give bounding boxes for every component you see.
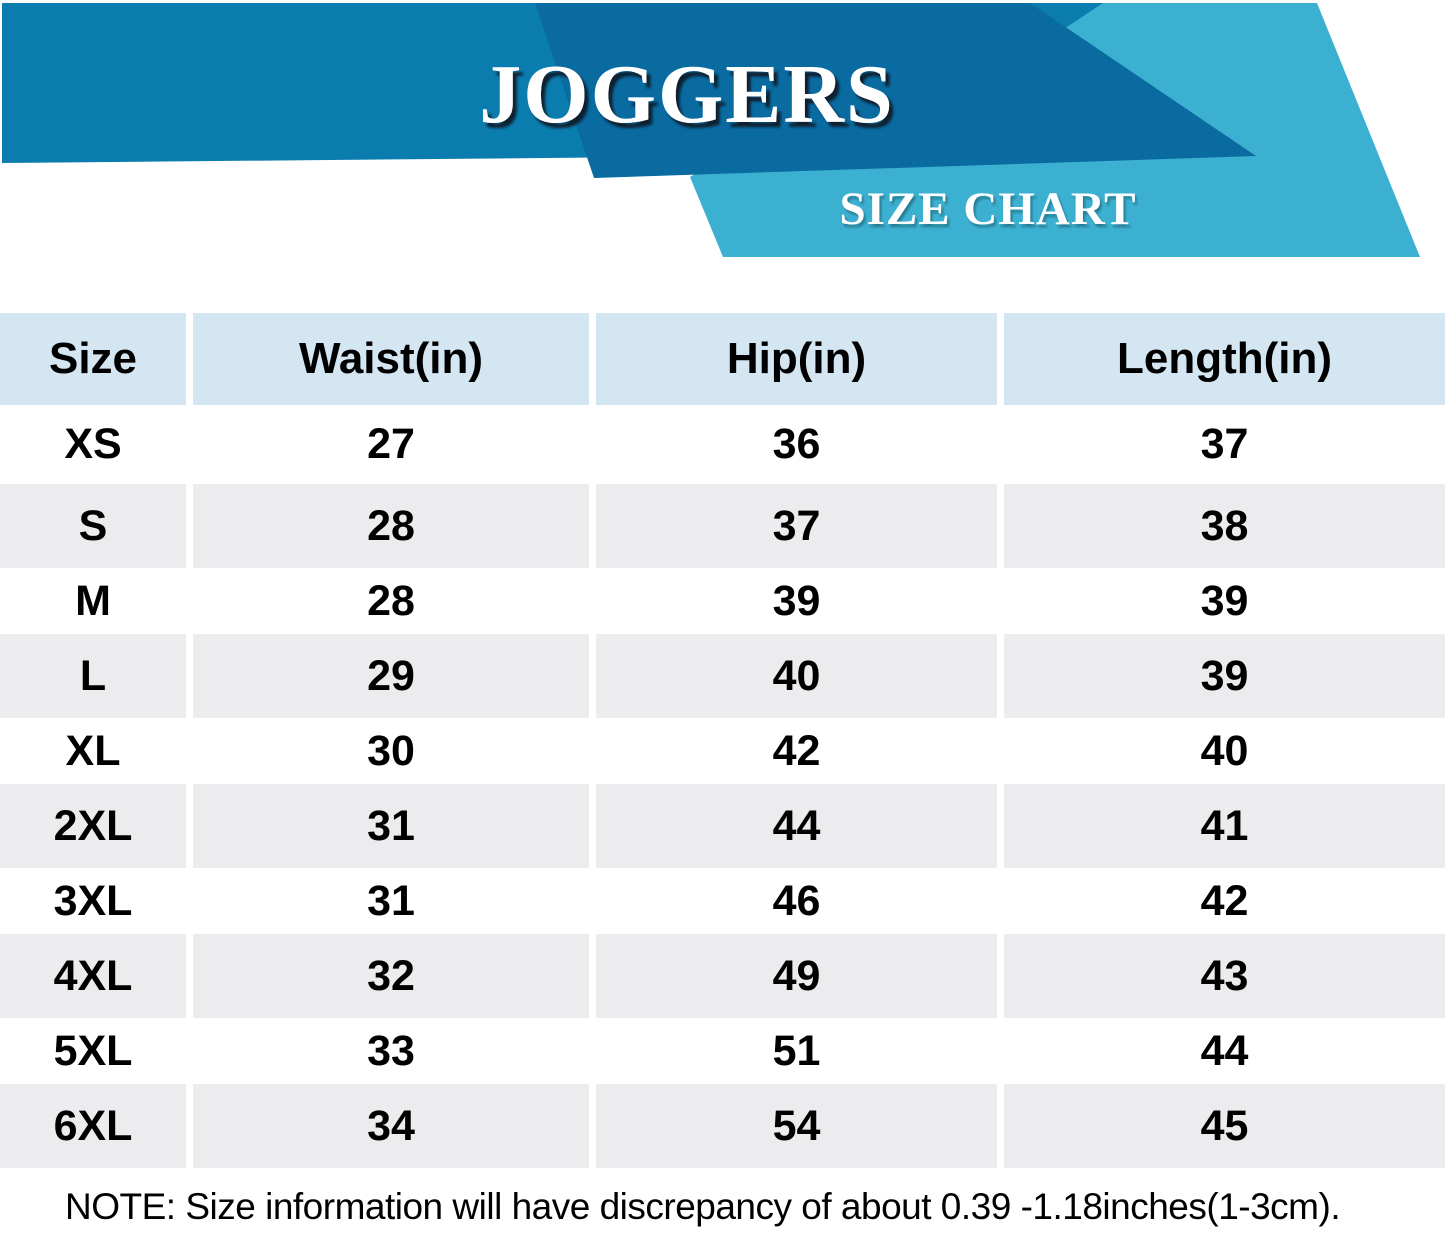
table-cell-waist: 34	[193, 1084, 589, 1168]
table-cell-waist: 28	[193, 484, 589, 568]
table-cell-length: 45	[1004, 1084, 1445, 1168]
table-cell-waist: 31	[193, 784, 589, 868]
table-cell-size: 2XL	[0, 784, 186, 868]
table-cell-size: XS	[64, 420, 122, 468]
table-cell-size: 3XL	[53, 876, 133, 925]
table-cell-hip: 51	[772, 1026, 821, 1075]
table-cell-length: 41	[1004, 784, 1445, 868]
table-cell-size: 4XL	[0, 934, 186, 1018]
table-cell-size: M	[75, 576, 111, 625]
table-cell-length: 42	[1200, 876, 1249, 925]
table-cell-hip: 49	[596, 934, 997, 1018]
table-cell-waist: 30	[367, 726, 415, 775]
table-cell-size: 5XL	[53, 1026, 133, 1075]
table-cell-size: L	[0, 634, 186, 718]
table-cell-hip: 54	[596, 1084, 997, 1168]
table-cell-waist: 31	[367, 876, 415, 925]
table-cell-waist: 27	[367, 420, 415, 468]
table-cell-hip: 37	[596, 484, 997, 568]
page-subtitle: SIZE CHART	[840, 183, 1137, 235]
table-cell-length: 39	[1004, 634, 1445, 718]
page-title: JOGGERS	[479, 48, 894, 141]
table-cell-hip: 40	[596, 634, 997, 718]
size-table: Size Waist(in) Hip(in) Length(in) XS 27 36…	[0, 313, 1445, 1168]
table-cell-waist: 32	[193, 934, 589, 1018]
note-text: NOTE: Size information will have discrep…	[65, 1186, 1341, 1227]
table-cell-length: 43	[1004, 934, 1445, 1018]
table-cell-hip: 42	[772, 726, 821, 775]
column-header-size: Size	[0, 313, 186, 405]
table-cell-hip: 36	[772, 420, 821, 468]
table-cell-hip: 46	[772, 876, 821, 925]
table-cell-size: S	[0, 484, 186, 568]
table-cell-length: 40	[1200, 726, 1249, 775]
table-cell-length: 38	[1004, 484, 1445, 568]
table-cell-size: XL	[65, 726, 121, 775]
table-cell-waist: 33	[367, 1026, 415, 1075]
table-cell-hip: 44	[596, 784, 997, 868]
table-cell-size: 6XL	[0, 1084, 186, 1168]
column-header-waist: Waist(in)	[193, 313, 589, 405]
table-cell-length: 39	[1200, 576, 1249, 625]
banner-shape-dark-blue	[535, 3, 1256, 178]
table-cell-length: 44	[1200, 1026, 1249, 1075]
column-header-length: Length(in)	[1004, 313, 1445, 405]
table-cell-waist: 28	[367, 576, 415, 625]
header-banner: JOGGERS SIZE CHART	[2, 3, 1420, 257]
table-cell-hip: 39	[772, 576, 821, 625]
table-cell-length: 37	[1200, 420, 1249, 468]
column-header-hip: Hip(in)	[596, 313, 997, 405]
table-cell-waist: 29	[193, 634, 589, 718]
